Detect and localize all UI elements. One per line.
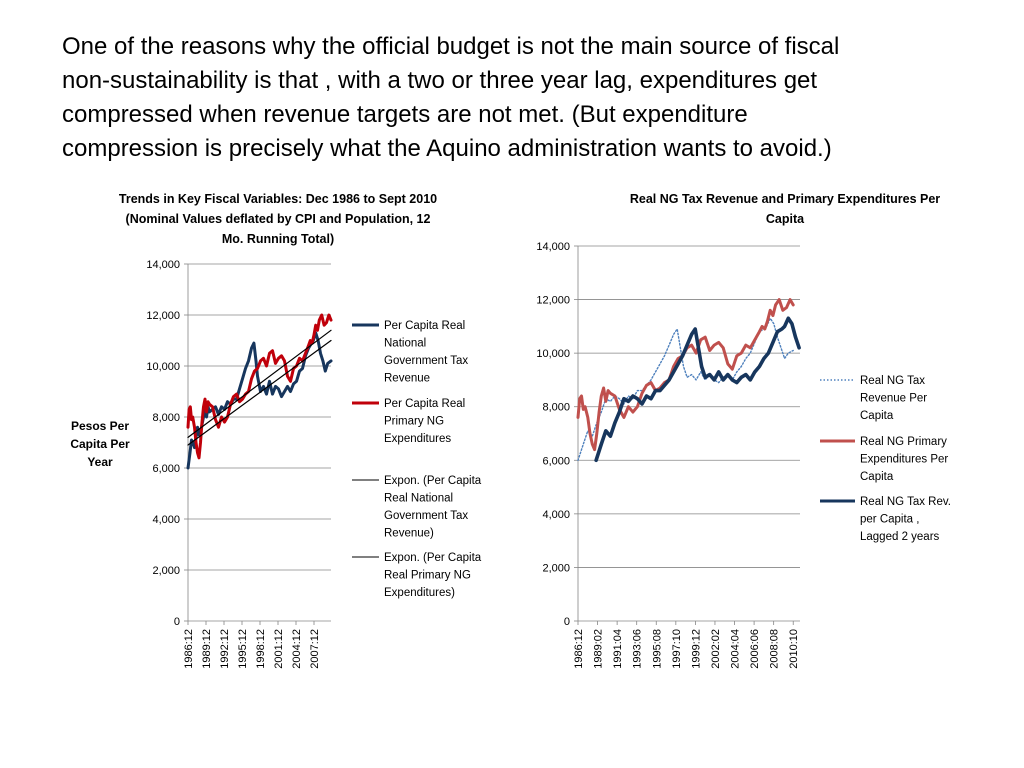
headline-line-2: non-sustainability is that , with a two …: [62, 67, 818, 94]
c2-x-tick-label: 1986:12: [573, 629, 585, 669]
c2-y-tick-label: 2,000: [542, 562, 570, 574]
headline: One of the reasons why the official budg…: [62, 30, 962, 166]
c2-legend-1-label: Revenue Per: [860, 393, 927, 405]
c1-legend-2-label: Per Capita Real: [384, 398, 465, 410]
chart-2-gridlines: [578, 245, 800, 568]
c2-legend-1-label: Capita: [860, 410, 894, 422]
chart-2-x-tick-labels: 1986:12 1989:02 1991:04 1993:06 1995:08 1997:…: [573, 629, 800, 669]
c1-x-tick-label: 1989:12: [201, 629, 213, 669]
c1-legend-3-label: Government Tax: [384, 510, 468, 522]
chart-2-title-line-1: Real NG Tax Revenue and Primary Expendit…: [630, 192, 940, 206]
c1-legend-1-label: National: [384, 338, 426, 350]
c1-y-tick-label: 12,000: [146, 310, 180, 322]
chart-1-axes: [184, 263, 331, 625]
c1-legend-4-label: Expon. (Per Capita: [384, 552, 482, 564]
chart-1-legend: Per Capita Real National Government Tax Rev…: [352, 320, 482, 599]
c2-legend-2-label: Real NG Primary: [860, 436, 947, 448]
c2-legend-2-label: Capita: [860, 471, 894, 483]
chart-2-legend: Real NG Tax Revenue Per Capita Real NG Prim…: [820, 375, 951, 543]
c1-y-tick-label: 4,000: [152, 514, 180, 526]
c2-series-3-line: [594, 316, 801, 463]
c2-x-tick-label: 2004:04: [730, 629, 742, 669]
c2-y-tick-label: 12,000: [536, 295, 570, 307]
c2-x-tick-label: 2002:02: [710, 629, 722, 669]
c1-x-tick-label: 2004:12: [291, 629, 303, 669]
c2-series-2-line: [576, 298, 795, 452]
chart-1-ylabel-line-1: Pesos Per: [71, 419, 129, 433]
headline-line-3: compressed when revenue targets are not …: [62, 101, 748, 128]
c1-y-tick-label: 10,000: [146, 361, 180, 373]
chart-1-ylabel-line-2: Capita Per: [70, 437, 130, 451]
c2-y-tick-label: 6,000: [542, 455, 570, 467]
c2-x-tick-label: 2010:10: [788, 629, 800, 669]
chart-1-title-line-3: Mo. Running Total): [222, 232, 334, 246]
c2-y-tick-label: 4,000: [542, 509, 570, 521]
c2-x-tick-label: 2008:08: [769, 629, 781, 669]
c2-series-1-line: [577, 317, 794, 461]
c2-legend-3-label: per Capita ,: [860, 514, 919, 526]
c1-legend-3-label: Real National: [384, 493, 453, 505]
c1-x-tick-label: 1995:12: [237, 629, 249, 669]
c1-series-4-line: [187, 329, 332, 438]
c1-x-tick-label: 1998:12: [255, 629, 267, 669]
chart-2-series: [576, 298, 801, 463]
c1-legend-2-label: Primary NG: [384, 416, 444, 428]
c1-y-tick-label: 2,000: [152, 565, 180, 577]
c2-x-tick-label: 1999:12: [690, 629, 702, 669]
chart-1: Trends in Key Fiscal Variables: Dec 1986…: [70, 192, 481, 669]
c2-legend-1-label: Real NG Tax: [860, 375, 925, 387]
c2-legend-3-label: Lagged 2 years: [860, 531, 940, 543]
c2-legend-2-label: Expenditures Per: [860, 454, 948, 466]
c1-x-tick-label: 2007:12: [309, 629, 321, 669]
c2-legend-3-label: Real NG Tax Rev.: [860, 496, 951, 508]
c1-series-1-line: [186, 331, 333, 470]
c1-x-tick-label: 1986:12: [183, 629, 195, 669]
c1-legend-1-label: Government Tax: [384, 355, 468, 367]
c2-x-tick-label: 2006:06: [749, 629, 761, 669]
c2-y-tick-label: 10,000: [536, 348, 570, 360]
chart-1-series: [186, 313, 333, 470]
chart-2-title-line-2: Capita: [766, 212, 805, 226]
c2-x-tick-label: 1991:04: [612, 629, 624, 669]
c1-x-tick-label: 2001:12: [273, 629, 285, 669]
c1-legend-3-label: Revenue): [384, 528, 434, 540]
headline-line-4: compression is precisely what the Aquino…: [62, 135, 832, 162]
c1-legend-2-label: Expenditures: [384, 433, 451, 445]
c2-x-tick-label: 1989:02: [593, 629, 605, 669]
c1-legend-4-label: Real Primary NG: [384, 570, 471, 582]
chart-1-title-line-2: (Nominal Values deflated by CPI and Popu…: [126, 212, 431, 226]
chart-1-gridlines: [188, 263, 331, 571]
c1-y-tick-label: 8,000: [152, 412, 180, 424]
c1-x-tick-label: 1992:12: [219, 629, 231, 669]
c2-x-tick-label: 1995:08: [651, 629, 663, 669]
c2-y-tick-label: 8,000: [542, 402, 570, 414]
chart-2-axes: [574, 245, 800, 625]
c1-legend-3-label: Expon. (Per Capita: [384, 475, 482, 487]
c2-x-tick-label: 1993:06: [632, 629, 644, 669]
c1-y-tick-label: 14,000: [146, 259, 180, 271]
c1-y-tick-label: 0: [174, 616, 180, 628]
c1-legend-1-label: Revenue: [384, 373, 430, 385]
c1-legend-4-label: Expenditures): [384, 587, 455, 599]
c2-x-tick-label: 1997:10: [671, 629, 683, 669]
chart-2-y-tick-labels: 0 2,000 4,000 6,000 8,000 10,000 12,000 14,000: [536, 241, 570, 628]
chart-2: Real NG Tax Revenue and Primary Expendit…: [536, 192, 951, 669]
chart-1-y-tick-labels: 0 2,000 4,000 6,000 8,000 10,000 12,000 14,000: [146, 259, 180, 628]
c2-y-tick-label: 0: [564, 616, 570, 628]
headline-line-1: One of the reasons why the official budg…: [62, 33, 840, 60]
c1-y-tick-label: 6,000: [152, 463, 180, 475]
chart-1-ylabel-line-3: Year: [87, 455, 113, 469]
c1-series-2-line: [186, 313, 333, 460]
c2-y-tick-label: 14,000: [536, 241, 570, 253]
chart-1-title-line-1: Trends in Key Fiscal Variables: Dec 1986…: [119, 192, 437, 206]
c1-series-3-line: [187, 339, 332, 446]
c1-legend-1-label: Per Capita Real: [384, 320, 465, 332]
chart-1-x-tick-labels: 1986:12 1989:12 1992:12 1995:12 1998:12 2001:…: [183, 629, 321, 669]
